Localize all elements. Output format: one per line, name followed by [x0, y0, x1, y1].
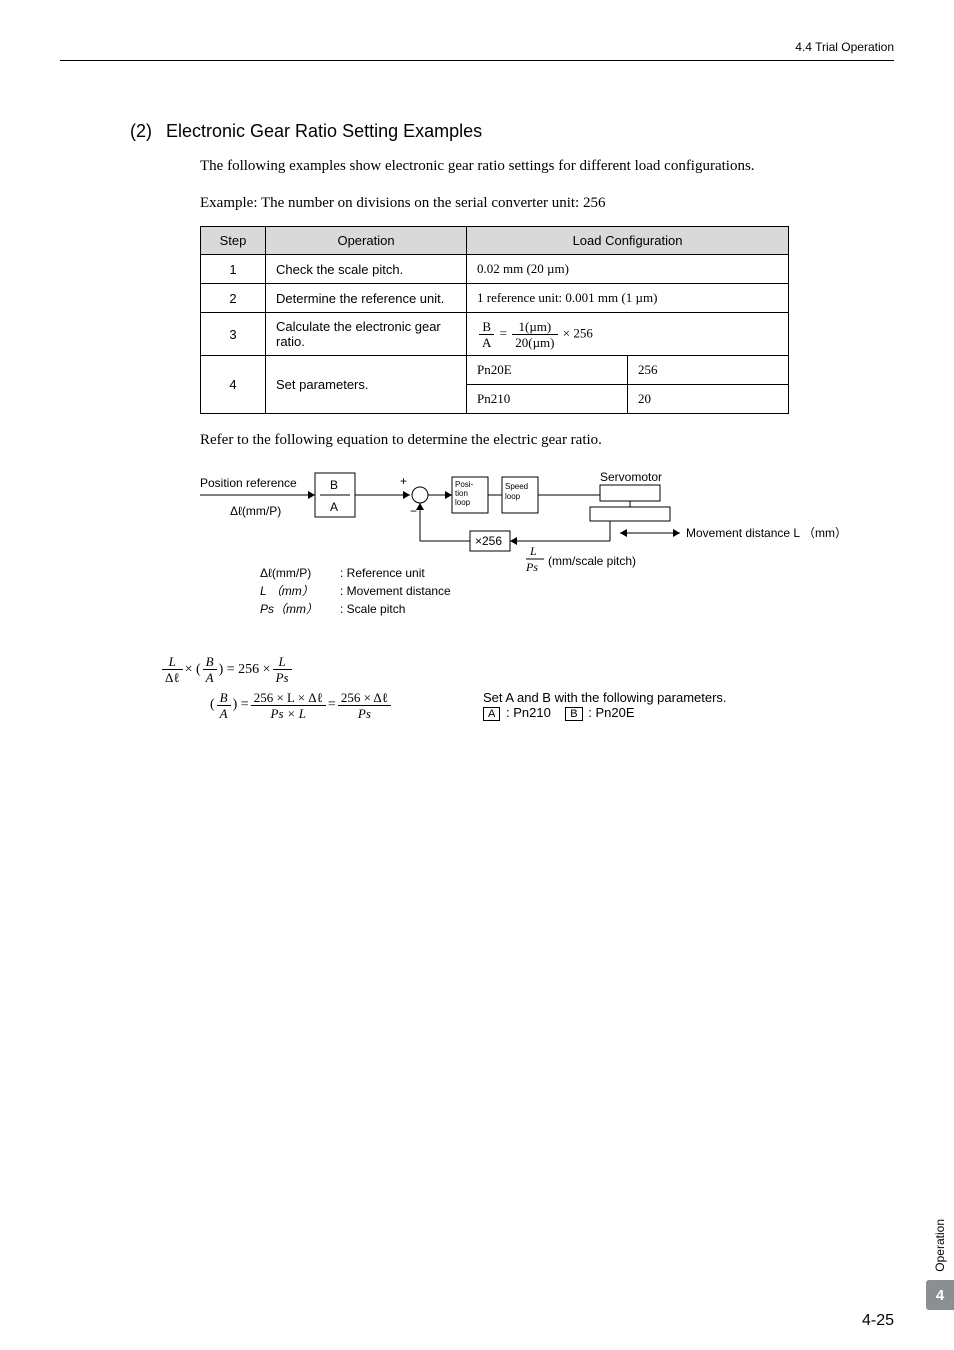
th-config: Load Configuration — [467, 227, 789, 255]
table-row: 4 Set parameters. Pn20E 256 — [201, 356, 789, 385]
label-B: B — [330, 478, 338, 492]
svg-text:Ps: Ps — [525, 560, 538, 574]
label-pn210: : Pn210 — [506, 705, 551, 720]
diagram-svg: Position reference Δℓ(mm/P) B A + − Posi… — [200, 465, 840, 645]
legend-dl: Δℓ(mm/P) — [260, 566, 311, 580]
side-tab-number: 4 — [926, 1280, 954, 1310]
cell-param-val: 20 — [628, 385, 789, 414]
cell-op: Determine the reference unit. — [266, 284, 467, 313]
breadcrumb: 4.4 Trial Operation — [60, 40, 894, 61]
page-number: 4-25 — [862, 1312, 894, 1330]
box-B: B — [565, 707, 582, 721]
example-text: Example: The number on divisions on the … — [200, 195, 894, 212]
label-movement: Movement distance L （mm） — [686, 526, 840, 540]
svg-text:loop: loop — [455, 498, 471, 507]
svg-text:Posi-: Posi- — [455, 480, 474, 489]
svg-text:+: + — [400, 474, 407, 488]
svg-text:: Movement distance: : Movement distance — [340, 584, 451, 598]
svg-text:: Scale pitch: : Scale pitch — [340, 602, 405, 616]
svg-text:: Reference unit: : Reference unit — [340, 566, 425, 580]
legend-Ps: Ps（mm） — [260, 602, 318, 616]
cell-param-key: Pn20E — [467, 356, 628, 385]
cell-op: Check the scale pitch. — [266, 255, 467, 284]
cell-step: 3 — [201, 313, 266, 356]
refer-text: Refer to the following equation to deter… — [200, 432, 894, 449]
section-title: Electronic Gear Ratio Setting Examples — [166, 121, 482, 142]
label-servomotor: Servomotor — [600, 470, 662, 484]
label-delta-l: Δℓ(mm/P) — [230, 504, 281, 518]
block-diagram: Position reference Δℓ(mm/P) B A + − Posi… — [200, 465, 894, 645]
cell-param-val: 256 — [628, 356, 789, 385]
equation-block: L Δℓ × ( B A ) = 256 × L Ps ( B — [160, 655, 894, 720]
svg-text:tion: tion — [455, 489, 468, 498]
box-A: A — [483, 707, 500, 721]
label-position-reference: Position reference — [200, 476, 297, 490]
legend-L: L （mm） — [260, 584, 314, 598]
cell-param-key: Pn210 — [467, 385, 628, 414]
gear-ratio-table: Step Operation Load Configuration 1 Chec… — [200, 226, 789, 414]
svg-text:Speed: Speed — [505, 482, 528, 491]
svg-text:loop: loop — [505, 492, 521, 501]
section-number: (2) — [130, 121, 152, 142]
svg-text:−: − — [410, 504, 417, 518]
label-pn20e: : Pn20E — [588, 705, 634, 720]
cell-step: 1 — [201, 255, 266, 284]
label-x256: ×256 — [475, 534, 502, 548]
th-operation: Operation — [266, 227, 467, 255]
section-heading: (2) Electronic Gear Ratio Setting Exampl… — [130, 121, 894, 142]
cell-conf: 1 reference unit: 0.001 mm (1 µm) — [467, 284, 789, 313]
label-scalepitch: (mm/scale pitch) — [548, 554, 636, 568]
svg-text:L: L — [529, 544, 537, 558]
label-A: A — [330, 500, 338, 514]
table-row: 2 Determine the reference unit. 1 refere… — [201, 284, 789, 313]
cell-step: 4 — [201, 356, 266, 414]
cell-conf-equation: B A = 1(µm) 20(µm) × 256 — [467, 313, 789, 356]
setab-text: Set A and B with the following parameter… — [483, 690, 727, 705]
cell-op: Calculate the electronic gear ratio. — [266, 313, 467, 356]
cell-step: 2 — [201, 284, 266, 313]
table-row: 1 Check the scale pitch. 0.02 mm (20 µm) — [201, 255, 789, 284]
table-row: 3 Calculate the electronic gear ratio. B… — [201, 313, 789, 356]
side-tab-label: Operation — [933, 1219, 947, 1272]
cell-op: Set parameters. — [266, 356, 467, 414]
side-tab: Operation 4 — [926, 1219, 954, 1310]
intro-text: The following examples show electronic g… — [200, 158, 894, 175]
cell-conf: 0.02 mm (20 µm) — [467, 255, 789, 284]
th-step: Step — [201, 227, 266, 255]
